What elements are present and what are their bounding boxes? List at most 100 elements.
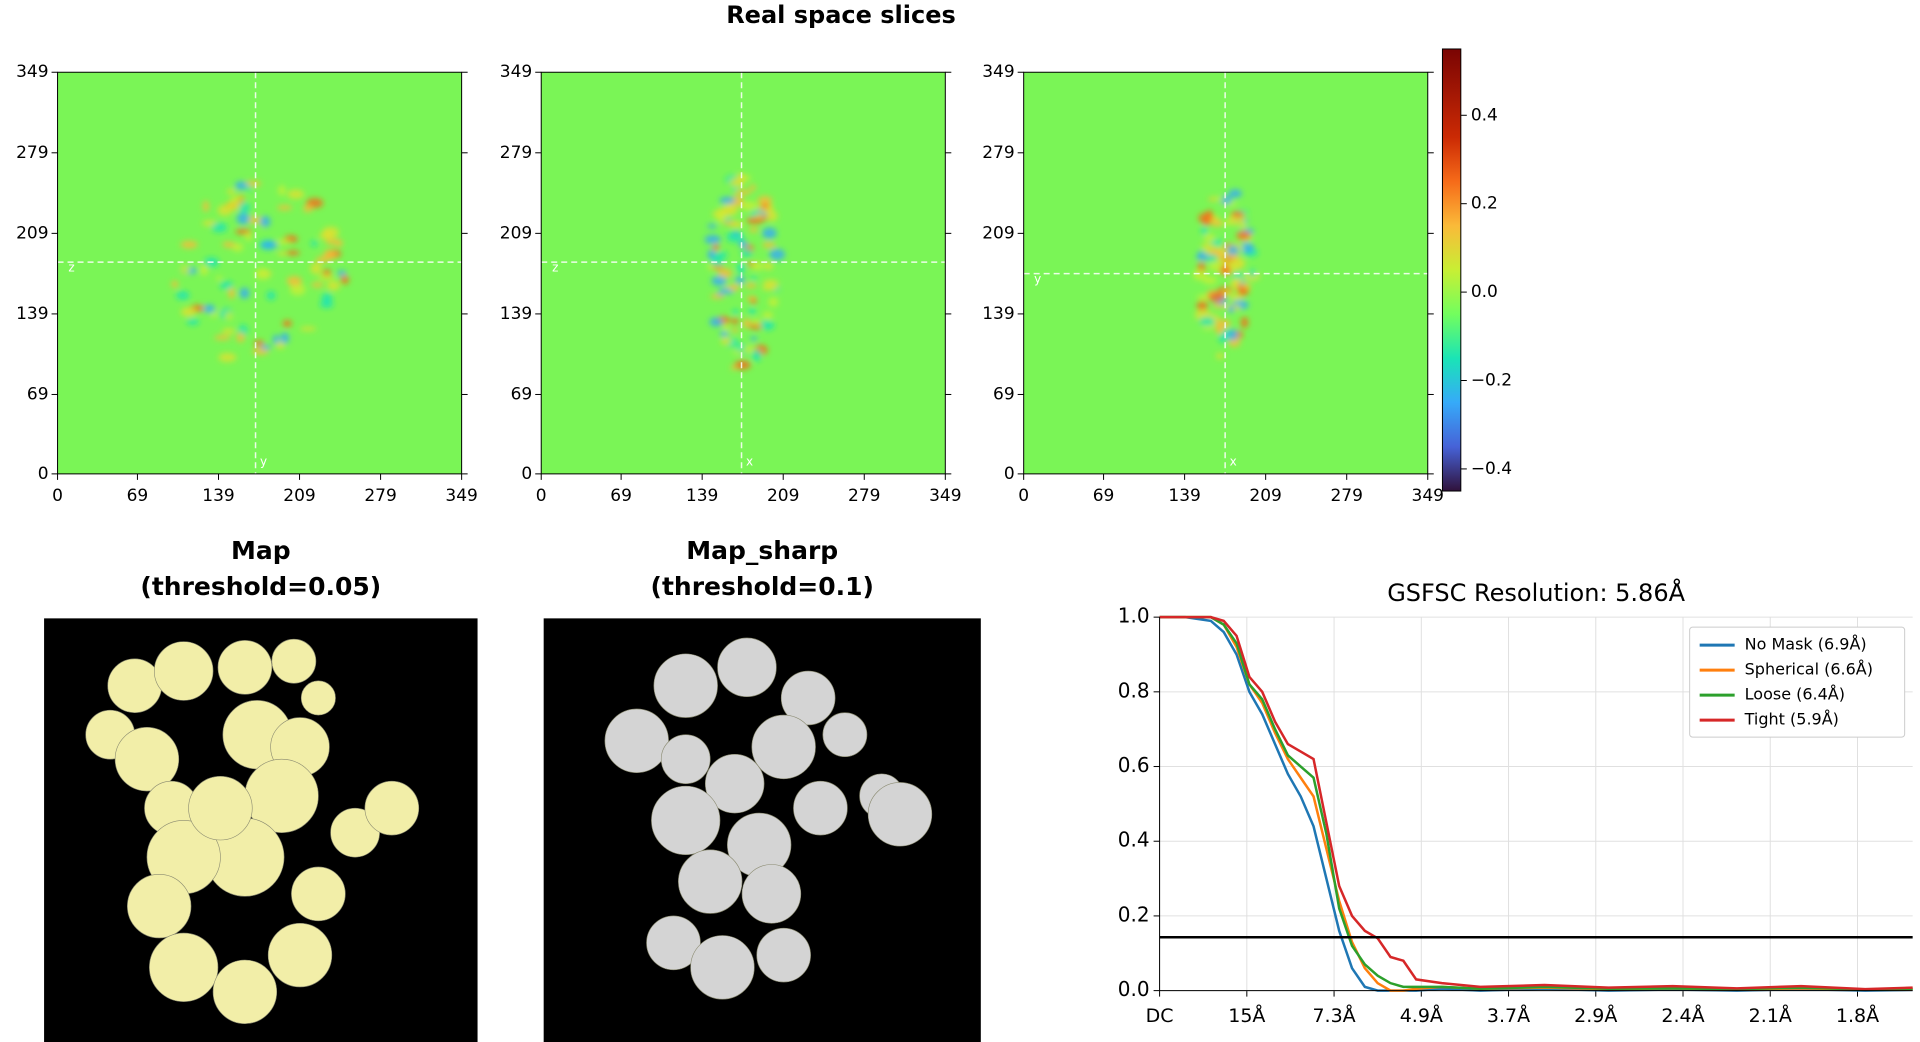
slice-speck [282, 320, 292, 327]
slice-speck [762, 227, 777, 239]
slice-speck [218, 352, 237, 362]
slice-speck [1193, 269, 1207, 281]
crosshair-marker: z [68, 261, 74, 275]
surface-blob [212, 959, 278, 1024]
slice-speck [202, 200, 210, 212]
surface-blob [793, 780, 848, 836]
slice-speck [731, 186, 738, 192]
slice-speck [726, 231, 744, 243]
x-tick-label: DC [1146, 1005, 1174, 1027]
x-tick-label: 139 [686, 486, 718, 506]
colorbar-tick-label: −0.2 [1471, 371, 1512, 391]
surface-blob [153, 641, 214, 701]
render-title: Map_sharp [686, 536, 838, 565]
slice-speck [1229, 254, 1240, 259]
surface-blob [267, 922, 333, 988]
slice-speck [254, 340, 265, 347]
x-tick-label: 0 [1018, 486, 1029, 506]
render-title: (threshold=0.05) [140, 572, 381, 601]
surface-blob [149, 932, 219, 1002]
slice-speck [746, 217, 764, 224]
y-tick-label: 0.8 [1118, 678, 1150, 702]
slice-speck [221, 328, 236, 335]
slice-speck [714, 251, 728, 259]
surface-blob [653, 653, 718, 718]
x-tick-label: 2.4Å [1661, 1004, 1704, 1027]
axes-frame [1159, 617, 1913, 992]
legend-label: Loose (6.4Å) [1745, 685, 1845, 704]
slice-speck [1208, 261, 1222, 272]
surface-blob [107, 658, 162, 713]
y-tick-label: 1.0 [1118, 604, 1150, 628]
y-tick-label: 349 [16, 62, 48, 82]
surface-blob [300, 680, 336, 716]
slice-speck [1229, 294, 1244, 301]
y-tick-label: 0 [521, 464, 532, 484]
y-tick-label: 139 [500, 304, 532, 324]
y-tick-label: 69 [27, 384, 49, 404]
y-tick-label: 349 [500, 62, 532, 82]
slice-speck [751, 318, 763, 325]
slice-speck [277, 205, 293, 211]
slice-speck [227, 188, 236, 195]
slice-speck [275, 239, 291, 245]
surface-blob [604, 708, 669, 773]
surface-blob [330, 807, 380, 858]
slice-speck [729, 284, 740, 292]
slice-speck [323, 249, 337, 260]
slice-speck [735, 189, 752, 195]
y-tick-label: 0.6 [1118, 753, 1150, 777]
slice-speck [763, 261, 774, 271]
slice-speck [175, 290, 190, 300]
x-tick-label: 1.8Å [1836, 1004, 1879, 1027]
slice-speck [741, 248, 753, 258]
slice-speck [743, 175, 751, 181]
slice-speck [749, 276, 758, 281]
slice-speck [1227, 305, 1235, 313]
slice-speck [244, 232, 253, 242]
slice-speck [1210, 196, 1225, 201]
x-tick-label: 279 [1330, 486, 1362, 506]
slice-speck [762, 207, 774, 215]
slice-speck [289, 283, 306, 296]
slice-speck [236, 332, 245, 343]
y-tick-label: 209 [16, 223, 48, 243]
surface-blob [751, 714, 816, 780]
slice-speck [763, 279, 779, 289]
slice-speck [224, 311, 234, 321]
surface-blob [646, 915, 701, 971]
slice-speck [721, 204, 738, 216]
x-tick-label: 349 [445, 486, 477, 506]
x-tick-label: 279 [364, 486, 396, 506]
render-surface [604, 637, 933, 1000]
chart-title: GSFSC Resolution: 5.86Å [1387, 578, 1685, 607]
slice-speck [1197, 251, 1205, 257]
slice-speck [760, 320, 775, 331]
surface-blob [271, 638, 317, 684]
fsc-curve [1159, 615, 1913, 991]
slice-speck [171, 280, 179, 288]
y-tick-label: 0.4 [1118, 828, 1150, 852]
slice-speck [215, 276, 223, 281]
x-tick-label: 7.3Å [1312, 1004, 1355, 1027]
slice-field [541, 72, 946, 474]
crosshair-marker: z [552, 261, 558, 275]
slice-speck [317, 274, 335, 281]
slice-speck [278, 185, 286, 196]
slice-speck [710, 294, 725, 299]
slice-speck [180, 306, 197, 317]
slice-speck [757, 195, 773, 205]
x-tick-label: 69 [610, 486, 632, 506]
slice-speck [247, 216, 263, 224]
slice-speck [1196, 300, 1208, 311]
slice-speck [222, 241, 236, 248]
slice-speck [762, 311, 774, 320]
x-tick-label: 3.7Å [1487, 1004, 1530, 1027]
crosshair-marker: y [260, 454, 267, 468]
crosshair-marker: y [1034, 272, 1041, 286]
crosshair-marker: x [746, 454, 753, 468]
surface-blob [651, 785, 721, 855]
slice-speck [707, 224, 717, 229]
slice-speck [756, 212, 763, 219]
slice-speck [199, 264, 209, 276]
